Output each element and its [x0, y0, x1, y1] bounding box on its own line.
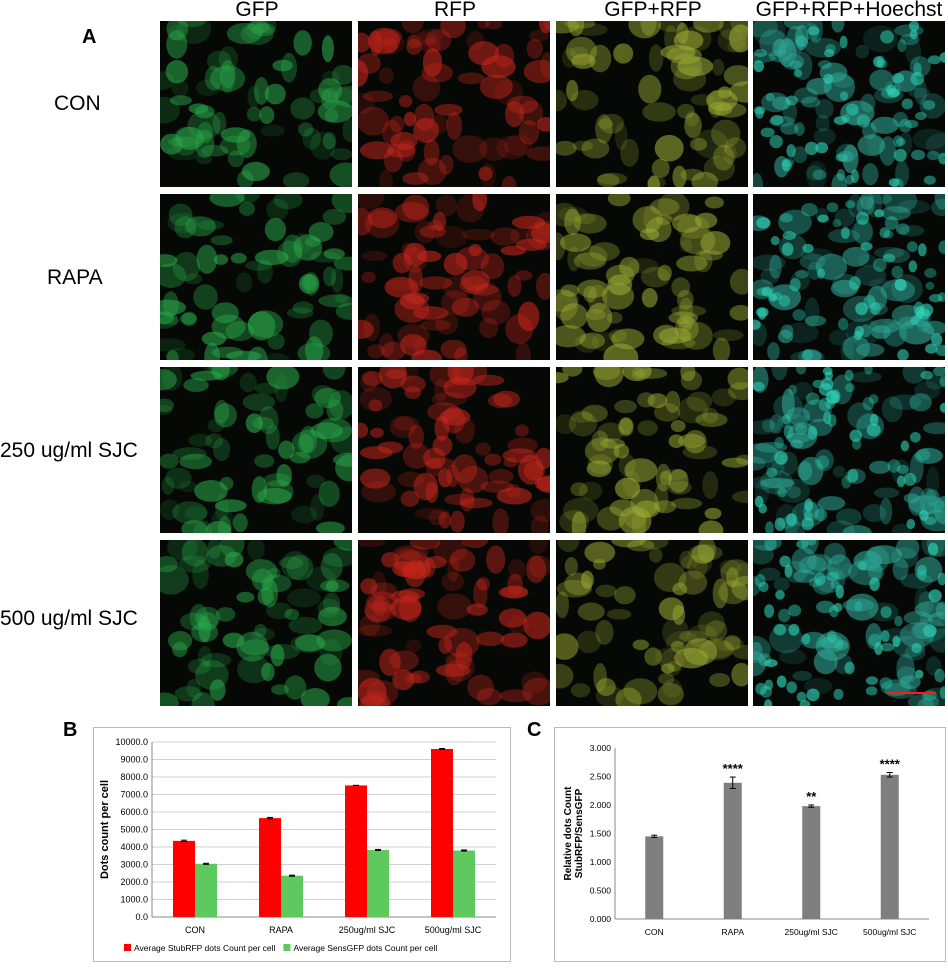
- legend-swatch: [124, 944, 131, 951]
- micrograph-rfp-row1: [358, 21, 550, 187]
- bar: [431, 749, 453, 917]
- y-tick-label: 10000.0: [115, 737, 148, 747]
- bar: [645, 836, 664, 919]
- x-tick-label: RAPA: [269, 925, 293, 935]
- chart-b-frame: 0.0 1000.0 2000.0 3000.0 4000.0 5000.0 6000.0 7…: [93, 727, 511, 962]
- y-tick-label: 1.000: [590, 857, 612, 867]
- micrograph-hoechst-row3: [753, 367, 945, 533]
- panel-c-letter: C: [527, 719, 542, 741]
- bar: [281, 875, 303, 917]
- row-label-rapa: RAPA: [47, 266, 103, 289]
- x-tick-label: RAPA: [721, 927, 744, 937]
- column-header-gfp-rfp-hoechst: GFP+RFP+Hoechst: [755, 0, 943, 21]
- y-tick-label: 5000.0: [120, 825, 148, 835]
- y-tick-label: 8000.0: [120, 772, 148, 782]
- micrograph-rfp-row3: [358, 367, 550, 533]
- y-tick-label: 4000.0: [120, 842, 148, 852]
- significance-annotation: ****: [723, 761, 744, 776]
- y-tick-label: 2000.0: [120, 877, 148, 887]
- bar: [723, 782, 742, 919]
- y-tick-label: 1000.0: [120, 895, 148, 905]
- y-tick-label: 6000.0: [120, 807, 148, 817]
- chart-b: 0.0 1000.0 2000.0 3000.0 4000.0 5000.0 6000.0 7…: [99, 737, 496, 953]
- bar: [345, 785, 367, 917]
- row-label-con: CON: [54, 92, 101, 115]
- bar: [802, 806, 821, 919]
- y-tick-label: 1.500: [590, 829, 612, 839]
- y-axis-label: StubRFP/SensGFP: [574, 788, 585, 878]
- bar: [367, 849, 389, 917]
- y-tick-label: 0.000: [590, 914, 612, 924]
- significance-annotation: ****: [880, 757, 901, 772]
- x-tick-label: 500ug/ml SJC: [425, 925, 482, 935]
- bar: [173, 840, 195, 917]
- legend-label: Average SensGFP dots Count per cell: [293, 943, 437, 953]
- y-axis-label: Relative dots Count: [563, 786, 574, 881]
- x-tick-label: 500ug/ml SJC: [863, 927, 916, 937]
- row-label-250-sjc: 250 ug/ml SJC: [0, 439, 138, 462]
- chart-c-frame: 0.000 0.500 1.000 1.500 2.000 2.500 3.000 Relat…: [554, 727, 946, 962]
- legend-label: Average StubRFP dots Count per cell: [134, 943, 276, 953]
- panel-b-letter: B: [63, 719, 78, 741]
- y-tick-label: 7000.0: [120, 790, 148, 800]
- micrograph-gfp-row2: [160, 194, 352, 360]
- panel-a-letter: A: [82, 26, 97, 48]
- column-header-gfp: GFP: [235, 0, 279, 21]
- y-tick-label: 3.000: [590, 743, 612, 753]
- y-tick-label: 3000.0: [120, 860, 148, 870]
- micrograph-merge-row1: [556, 21, 748, 187]
- micrograph-merge-row3: [556, 367, 748, 533]
- micrograph-hoechst-row4: [753, 540, 945, 706]
- row-label-500-sjc: 500 ug/ml SJC: [0, 607, 138, 630]
- legend-swatch: [283, 944, 291, 951]
- y-axis-label: Dots count per cell: [99, 780, 111, 879]
- bar: [880, 774, 899, 919]
- column-header-gfp-rfp: GFP+RFP: [604, 0, 702, 21]
- y-tick-label: 0.500: [590, 886, 612, 896]
- micrograph-rfp-row4: [358, 540, 550, 706]
- micrograph-merge-row2: [556, 194, 748, 360]
- micrograph-gfp-row1: [160, 21, 352, 187]
- y-tick-label: 2.500: [590, 772, 612, 782]
- micrograph-hoechst-row2: [753, 194, 945, 360]
- chart-c: 0.000 0.500 1.000 1.500 2.000 2.500 3.000 Relat…: [563, 743, 929, 937]
- column-header-rfp: RFP: [434, 0, 476, 21]
- significance-annotation: **: [806, 789, 817, 804]
- y-tick-label: 0.0: [135, 912, 148, 922]
- y-tick-label: 9000.0: [120, 755, 148, 765]
- micrograph-merge-row4: [556, 540, 748, 706]
- bar: [195, 863, 217, 917]
- bar: [259, 818, 281, 917]
- y-tick-label: 2.000: [590, 800, 612, 810]
- x-tick-label: CON: [185, 925, 205, 935]
- x-tick-label: CON: [645, 927, 664, 937]
- x-tick-label: 250ug/ml SJC: [785, 927, 838, 937]
- scale-bar: [888, 692, 936, 694]
- x-tick-label: 250ug/ml SJC: [339, 925, 396, 935]
- micrograph-gfp-row4: [160, 540, 352, 706]
- micrograph-gfp-row3: [160, 367, 352, 533]
- micrograph-rfp-row2: [358, 194, 550, 360]
- micrograph-hoechst-row1: [753, 21, 945, 187]
- bar: [453, 850, 475, 917]
